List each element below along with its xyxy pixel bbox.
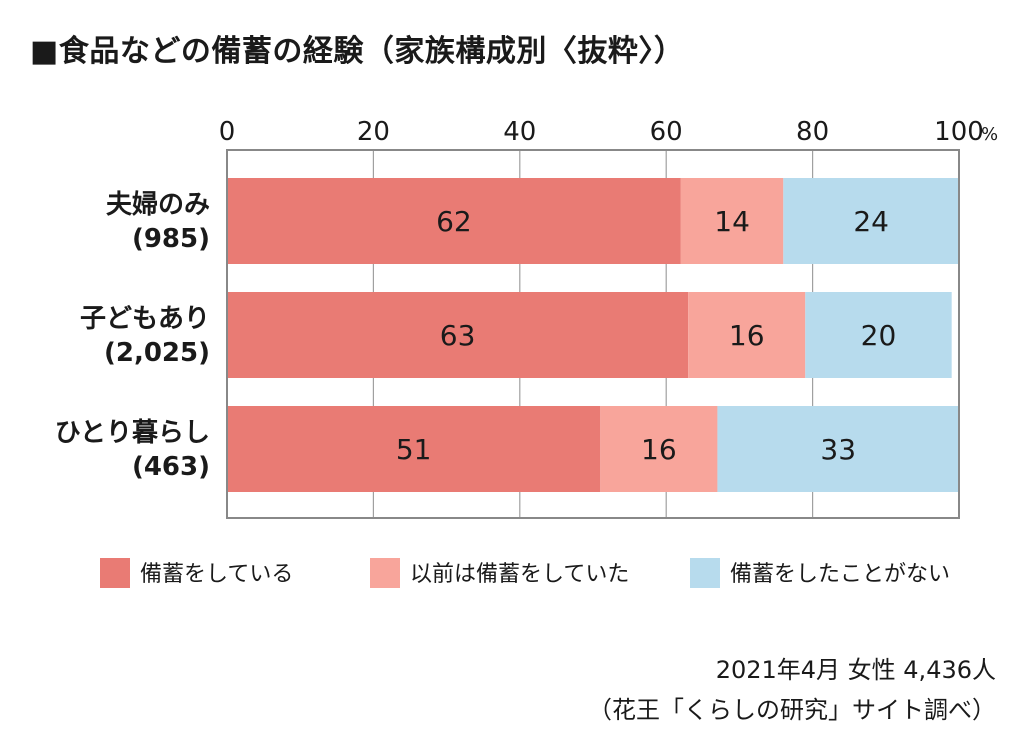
data-label: 33: [820, 433, 856, 466]
x-tick-label: 20: [357, 117, 390, 147]
bar-segment: [805, 292, 952, 378]
data-label: 63: [440, 319, 476, 352]
x-tick-label: 40: [503, 117, 536, 147]
category-label: 子どもあり: [80, 304, 210, 334]
legend-swatch: [370, 558, 400, 588]
data-label: 16: [641, 433, 677, 466]
legend-label: 以前は備蓄をしていた: [410, 562, 629, 587]
legend-swatch: [690, 558, 720, 588]
legend-label: 備蓄をしたことがない: [730, 562, 950, 587]
plot-frame: [226, 149, 960, 519]
category-sample-size: (463): [132, 452, 210, 482]
category-sample-size: (985): [132, 224, 210, 254]
x-tick-label: 100: [934, 117, 984, 147]
data-label: 24: [853, 205, 889, 238]
stacked-bar-chart: 62 14 24 夫婦のみ (985) 63 16 20 子どもあり (2,025) 51 16 33 ひ…: [55, 117, 998, 588]
x-tick-label: 0: [219, 117, 236, 147]
data-label: 14: [714, 205, 750, 238]
x-tick-label: 80: [796, 117, 829, 147]
category-label: ひとり暮らし: [55, 418, 210, 448]
x-axis-unit: %: [981, 124, 998, 145]
bar-segment: [227, 178, 681, 264]
legend-swatch: [100, 558, 130, 588]
bar-segment: [227, 292, 689, 378]
data-label: 16: [729, 319, 765, 352]
data-label: 62: [436, 205, 472, 238]
bar-segment: [688, 292, 806, 378]
data-label: 20: [861, 319, 897, 352]
legend-label: 備蓄をしている: [140, 562, 293, 587]
bar-segment: [783, 178, 959, 264]
bar-segment: [680, 178, 784, 264]
bar-segment: [600, 406, 718, 492]
category-sample-size: (2,025): [104, 338, 210, 368]
bar-segment: [227, 406, 601, 492]
bar-segment: [717, 406, 959, 492]
survey-note: 2021年4月 女性 4,436人: [715, 656, 996, 684]
category-label: 夫婦のみ: [106, 190, 210, 220]
chart-title: ■食品などの備蓄の経験（家族構成別〈抜粋〉）: [30, 34, 685, 69]
data-label: 51: [396, 433, 432, 466]
source-note: （花王「くらしの研究」サイト調べ）: [588, 696, 996, 724]
x-tick-label: 60: [650, 117, 683, 147]
